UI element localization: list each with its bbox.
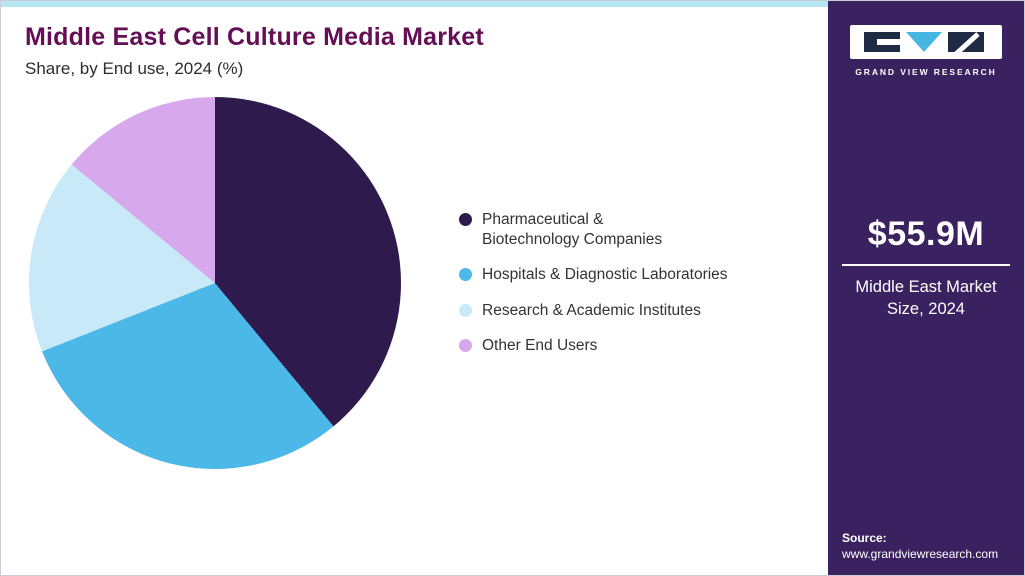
source-url: www.grandviewresearch.com [842,547,999,561]
legend-item: Research & Academic Institutes [459,301,728,321]
page-title: Middle East Cell Culture Media Market [25,23,484,51]
chart-panel: Middle East Cell Culture Media Market Sh… [1,1,828,575]
market-size-value: $55.9M [867,215,985,253]
legend-swatch [459,338,472,352]
legend-label: Research & Academic Institutes [482,301,701,319]
legend-label: Other End Users [482,336,598,354]
chart-row: Pharmaceutical & Biotechnology Companies… [1,97,828,469]
market-size-divider [842,264,1010,266]
legend-swatch [459,213,472,227]
brand-logo [850,25,1002,59]
legend: Pharmaceutical & Biotechnology Companies… [459,210,728,356]
legend-item: Hospitals & Diagnostic Laboratories [459,265,728,285]
sidebar: GRAND VIEW RESEARCH $55.9M Middle East M… [828,1,1024,575]
legend-label: Pharmaceutical & Biotechnology Companies [482,211,663,249]
page-subtitle: Share, by End use, 2024 (%) [25,59,244,78]
market-size-label: Middle East Market Size, 2024 [855,278,997,319]
pie-chart [29,97,401,469]
legend-swatch [459,303,472,317]
top-accent-strip [1,1,828,7]
brand-name: GRAND VIEW RESEARCH [855,67,997,77]
source-label: Source: [842,531,887,545]
legend-label: Hospitals & Diagnostic Laboratories [482,266,728,284]
header: Middle East Cell Culture Media Market Sh… [1,7,828,79]
source-block: Source: www.grandviewresearch.com [840,531,998,561]
legend-item: Other End Users [459,336,728,356]
legend-item: Pharmaceutical & Biotechnology Companies [459,210,728,250]
gvr-logo-icon [864,32,984,54]
legend-swatch [459,268,472,282]
market-size-block: $55.9M Middle East Market Size, 2024 [840,215,1012,321]
